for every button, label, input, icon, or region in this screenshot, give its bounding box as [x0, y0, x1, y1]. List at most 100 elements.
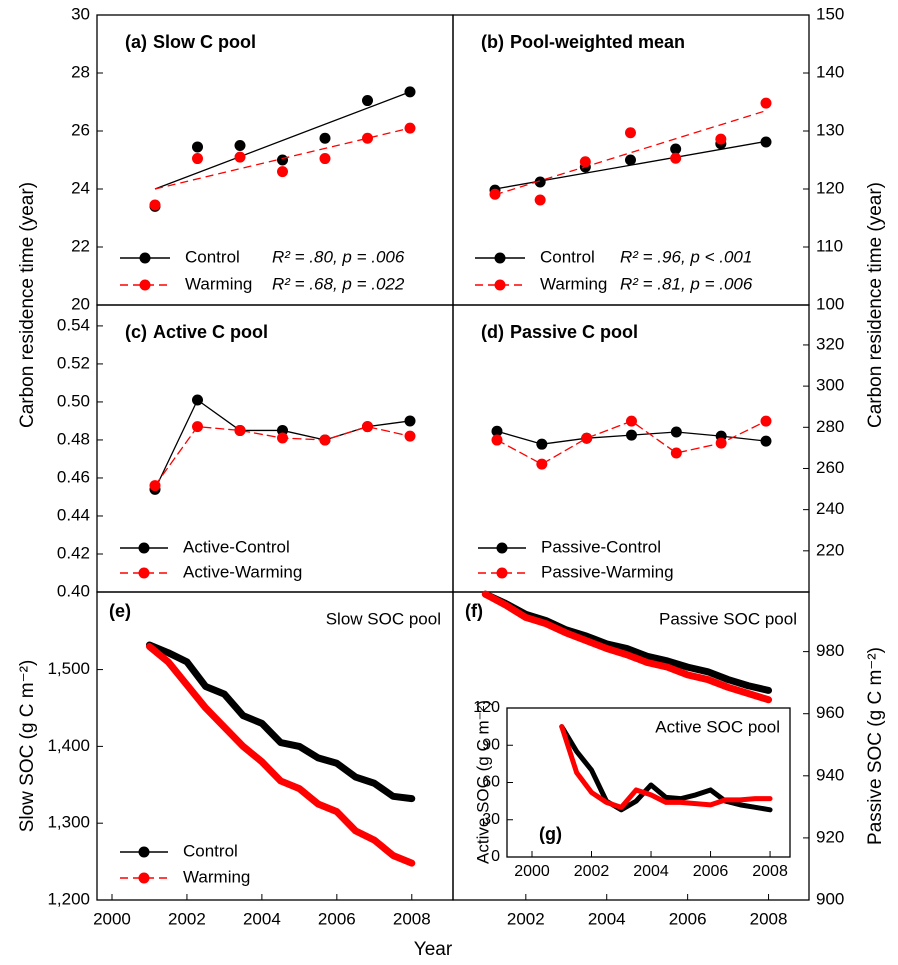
legend-swatch	[138, 567, 150, 579]
fit-line	[154, 91, 411, 190]
point	[192, 421, 203, 433]
point	[760, 136, 772, 148]
legend-label: Warming	[183, 867, 250, 886]
y-tick-label: 120	[816, 178, 844, 197]
point	[491, 434, 503, 446]
y-tick-label: 0.48	[57, 429, 90, 448]
legend-stats: R² = .80, p = .006	[272, 247, 405, 266]
y-axis-label: Carbon residence time (year)	[17, 182, 38, 428]
panel-title: Active C pool	[153, 322, 268, 342]
point	[581, 432, 593, 444]
y-tick-label: 24	[71, 178, 90, 197]
y-tick-label: 20	[71, 294, 90, 313]
y-tick-label: 1,300	[47, 813, 90, 832]
point	[404, 430, 416, 442]
point	[404, 415, 416, 427]
legend-swatch	[496, 542, 508, 554]
x-axis-label: Year	[414, 939, 453, 960]
y-tick-label: 1,200	[47, 889, 90, 908]
legend-stats: R² = .81, p = .006	[620, 274, 753, 293]
y-tick-label: 0.52	[57, 353, 90, 372]
y-tick-label: 28	[71, 62, 90, 81]
point	[277, 154, 288, 166]
point	[760, 97, 772, 109]
point	[234, 151, 246, 163]
x-tick-label: 2004	[588, 909, 626, 928]
legend-label: Control	[185, 247, 240, 266]
panel-frame	[506, 707, 791, 858]
y-tick-label: 26	[71, 120, 90, 139]
legend-swatch	[496, 567, 508, 579]
point	[670, 426, 682, 438]
x-tick-label: 2004	[633, 863, 669, 880]
legend-label: Control	[540, 247, 595, 266]
y-tick-label: 100	[816, 294, 844, 313]
y-tick-label: 0	[491, 848, 500, 865]
y-tick-label: 1,400	[47, 736, 90, 755]
fit-line	[154, 127, 411, 190]
y-tick-label: 320	[816, 334, 844, 353]
y-tick-label: 940	[816, 765, 844, 784]
x-tick-label: 2006	[693, 863, 729, 880]
legend-label: Active-Control	[183, 537, 290, 556]
legend-label: Active-Warming	[183, 562, 302, 581]
y-tick-label: 120	[473, 699, 500, 716]
legend-swatch	[494, 252, 506, 264]
point	[277, 166, 288, 178]
panel-label: (b)	[481, 32, 504, 52]
legend-label: Warming	[185, 274, 252, 293]
y-tick-label: 30	[71, 4, 90, 23]
y-tick-label: 0.54	[57, 315, 90, 334]
point	[319, 153, 331, 165]
y-tick-label: 0.42	[57, 543, 90, 562]
line	[481, 590, 773, 704]
y-tick-label: 920	[816, 827, 844, 846]
y-tick-label: 30	[482, 811, 500, 828]
legend-label: Passive-Control	[541, 537, 661, 556]
panel-title: Passive C pool	[510, 322, 638, 342]
panel-label: (g)	[539, 824, 562, 844]
panel-label: (e)	[109, 601, 131, 621]
point	[149, 199, 161, 211]
line	[559, 724, 773, 813]
panel-label: (d)	[481, 322, 504, 342]
y-axis-label: Carbon residence time (year)	[865, 182, 886, 428]
x-tick-label: 2000	[514, 863, 550, 880]
y-tick-label: 960	[816, 703, 844, 722]
fit-line	[494, 110, 767, 196]
x-tick-label: 2006	[669, 909, 707, 928]
point	[715, 437, 727, 449]
legend-swatch	[139, 279, 151, 291]
y-tick-label: 130	[816, 120, 844, 139]
y-tick-label: 60	[482, 774, 500, 791]
line	[145, 641, 416, 803]
y-axis-label: Passive SOC (g C m⁻²)	[865, 647, 886, 845]
legend-stats: R² = .68, p = .022	[272, 274, 405, 293]
point	[536, 438, 548, 450]
panel-title: Pool-weighted mean	[510, 32, 685, 52]
point	[319, 434, 331, 446]
point	[625, 127, 636, 139]
y-tick-label: 220	[816, 540, 844, 559]
y-tick-label: 260	[816, 458, 844, 477]
legend-swatch	[494, 279, 506, 291]
x-tick-label: 2008	[750, 909, 788, 928]
x-tick-label: 2002	[507, 909, 545, 928]
panel-title: Slow C pool	[153, 32, 256, 52]
point	[760, 435, 772, 447]
panel-title: Slow SOC pool	[326, 609, 441, 628]
y-tick-label: 110	[816, 236, 843, 255]
legend-swatch	[138, 542, 150, 554]
y-tick-label: 0.50	[57, 391, 90, 410]
point	[404, 86, 416, 98]
y-tick-label: 1,500	[47, 659, 90, 678]
legend-label: Warming	[540, 274, 607, 293]
x-tick-label: 2000	[93, 909, 131, 928]
panel-title: Passive SOC pool	[659, 609, 797, 628]
point	[192, 394, 203, 406]
panel-frame	[96, 591, 454, 901]
point	[534, 194, 546, 206]
point	[489, 188, 501, 200]
y-tick-label: 0.40	[57, 581, 90, 600]
